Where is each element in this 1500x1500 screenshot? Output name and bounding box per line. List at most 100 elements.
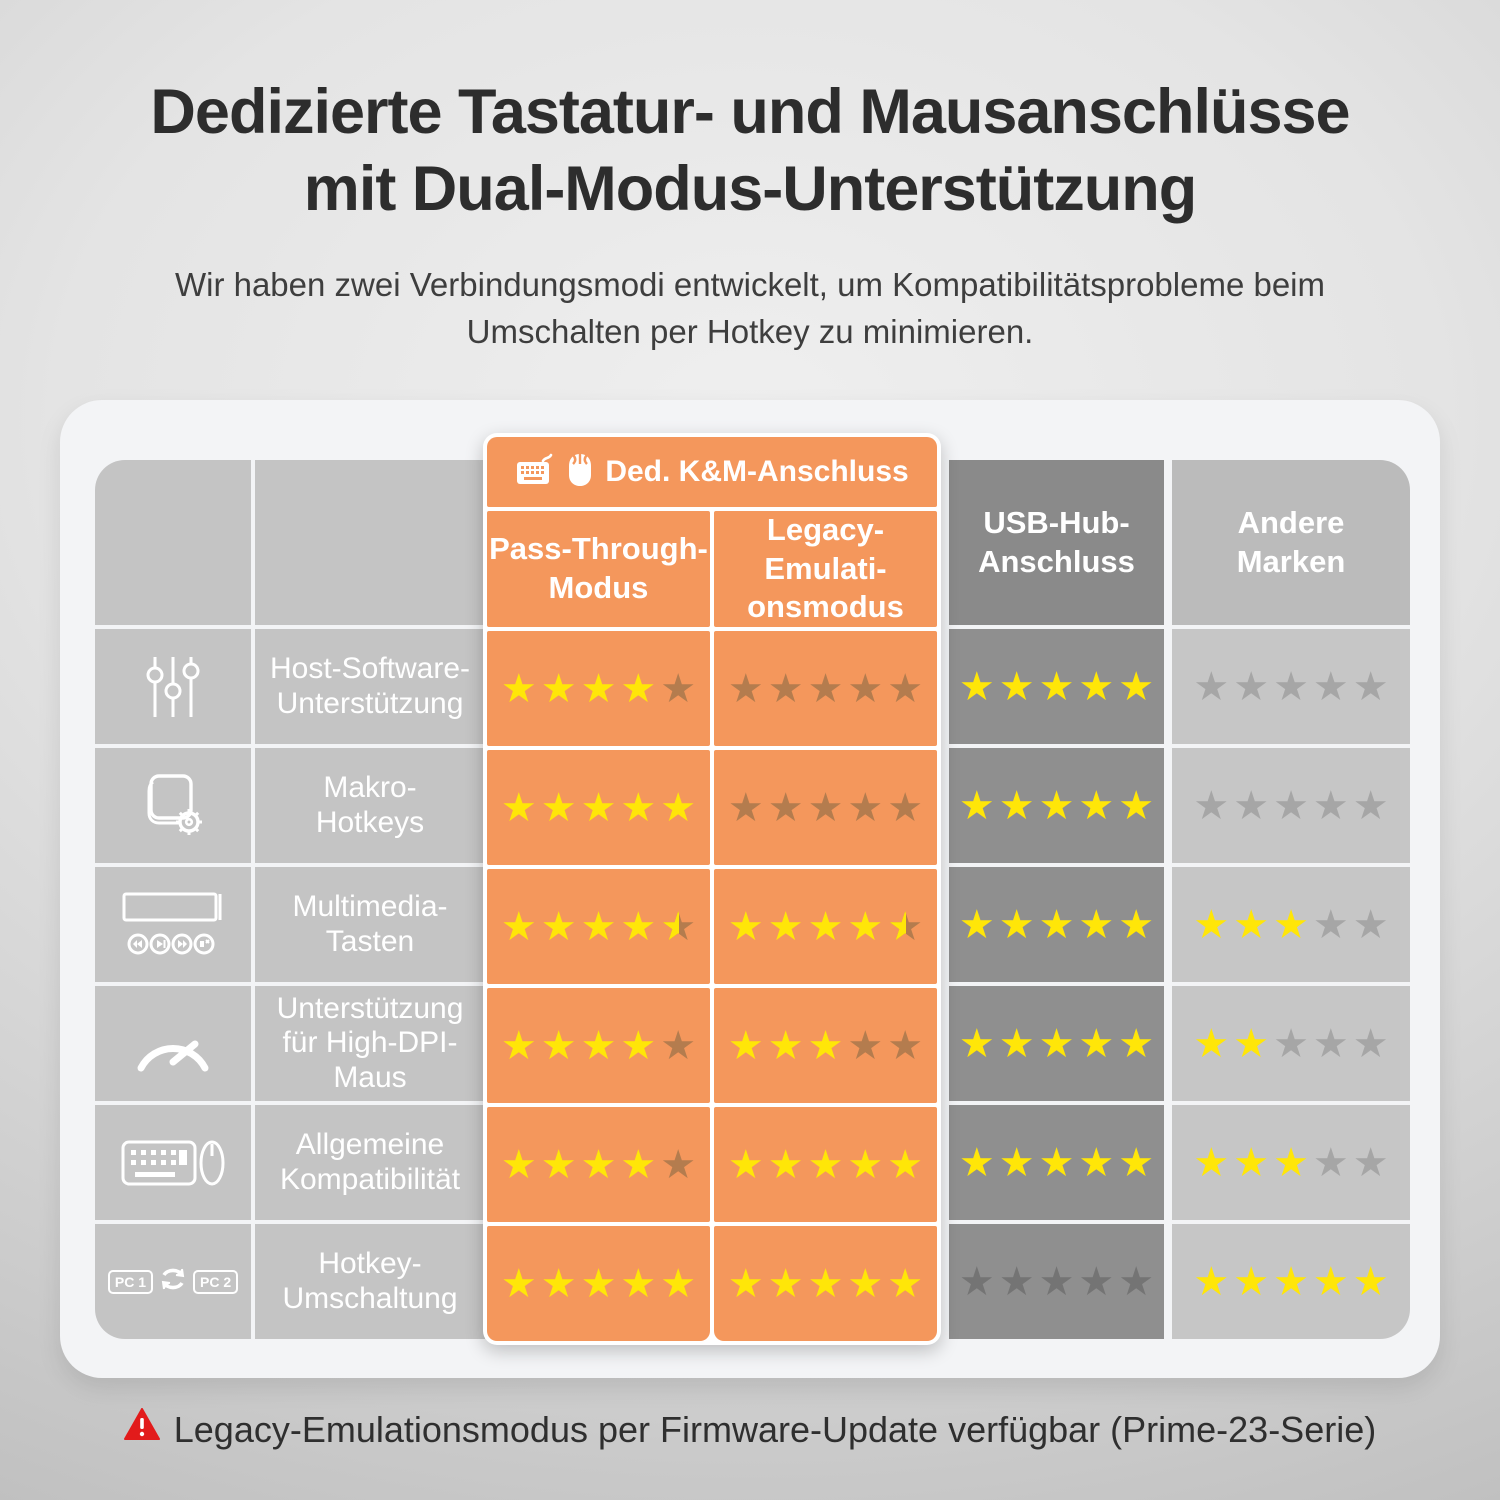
star-filled-icon: ★ — [660, 1260, 697, 1307]
km-rating-row: ★ ★ ★ ★ ★ ★ ★ ★ ★ ★ ★ ★ — [487, 869, 937, 984]
star-rating: ★ ★ ★ ★ ★ — [726, 1145, 925, 1185]
star-rating: ★ ★ ★ ★ ★ — [1191, 1024, 1390, 1064]
star-filled-icon: ★ — [620, 1022, 657, 1069]
empty-header-cell — [255, 460, 485, 625]
star-empty-icon: ★ — [1312, 782, 1349, 829]
speed-gauge-icon — [95, 986, 251, 1101]
star-rating: ★ ★ ★ ★ ★ — [1191, 786, 1390, 826]
rating-cell-legacy: ★ ★ ★ ★ ★ — [714, 631, 937, 746]
star-filled-icon: ★ — [998, 1139, 1035, 1186]
star-filled-icon: ★ — [1233, 1258, 1270, 1305]
star-filled-icon: ★ — [1352, 1258, 1389, 1305]
feature-label: Makro- Hotkeys — [315, 771, 425, 839]
star-empty-icon: ★ — [998, 1258, 1035, 1305]
star-empty-icon: ★ — [887, 784, 924, 831]
star-rating: ★ ★ ★ ★ ★ — [499, 1264, 698, 1304]
star-filled-icon: ★ — [1193, 1258, 1230, 1305]
star-filled-icon: ★ — [500, 1260, 537, 1307]
star-empty-icon: ★ — [1233, 782, 1270, 829]
star-empty-icon: ★ — [1193, 782, 1230, 829]
star-filled-icon: ★ — [540, 1141, 577, 1188]
star-filled-icon: ★ — [580, 784, 617, 831]
rating-cell-andere: ★ ★ ★ ★ ★ — [1172, 1224, 1410, 1339]
star-empty-icon: ★ — [1352, 901, 1389, 948]
star-filled-icon: ★ — [620, 784, 657, 831]
star-filled-icon: ★ — [958, 782, 995, 829]
star-half-icon: ★ ★ — [887, 903, 924, 950]
rating-cell-legacy: ★ ★ ★ ★ ★ — [714, 1226, 937, 1341]
feature-label: Host-Software- Unterstützung — [269, 652, 471, 720]
star-filled-icon: ★ — [500, 665, 537, 712]
km-subheaders: Pass-Through- Modus Legacy- Emulati- ons… — [487, 511, 937, 627]
km-group-header-label: Ded. K&M-Anschluss — [605, 455, 909, 489]
star-filled-icon: ★ — [1233, 1020, 1270, 1067]
feature-label-cell: Allgemeine Kompatibilität — [255, 1105, 485, 1220]
star-empty-icon: ★ — [767, 665, 804, 712]
star-filled-icon: ★ — [847, 903, 884, 950]
star-filled-icon: ★ — [958, 1020, 995, 1067]
star-rating: ★ ★ ★ ★ ★ — [726, 669, 925, 709]
sliders-icon — [95, 629, 251, 744]
star-filled-icon: ★ — [1312, 1258, 1349, 1305]
star-empty-icon: ★ — [727, 784, 764, 831]
star-empty-icon: ★ — [847, 784, 884, 831]
star-rating: ★ ★ ★ ★ ★ — [1191, 905, 1390, 945]
star-empty-icon: ★ — [847, 1022, 884, 1069]
star-filled-icon: ★ — [998, 782, 1035, 829]
star-rating: ★ ★ ★ ★ ★ — [957, 1262, 1156, 1302]
rating-cell-pass: ★ ★ ★ ★ ★ — [487, 1226, 710, 1341]
pass-through-header: Pass-Through- Modus — [487, 511, 710, 627]
km-rating-row: ★ ★ ★ ★ ★ ★ ★ ★ ★ ★ — [487, 1226, 937, 1341]
star-empty-icon: ★ — [1273, 663, 1309, 710]
star-filled-icon: ★ — [540, 784, 577, 831]
star-filled-icon: ★ — [887, 1141, 924, 1188]
feature-label: Hotkey- Umschaltung — [282, 1247, 458, 1315]
rating-cell-usb: ★ ★ ★ ★ ★ — [949, 1224, 1164, 1339]
star-filled-icon: ★ — [727, 1260, 764, 1307]
rating-cell-usb: ★ ★ ★ ★ ★ — [949, 1105, 1164, 1220]
star-rating: ★ ★ ★ ★ ★ — [957, 786, 1156, 826]
star-rating: ★ ★ ★ ★ ★ — [957, 905, 1156, 945]
star-filled-icon: ★ — [1233, 1139, 1270, 1186]
star-empty-icon: ★ — [1352, 663, 1389, 710]
star-filled-icon: ★ — [1038, 1139, 1075, 1186]
rating-cell-andere: ★ ★ ★ ★ ★ — [1172, 867, 1410, 982]
star-filled-icon: ★ — [1233, 901, 1270, 948]
rating-cell-legacy: ★ ★ ★ ★ ★ — [714, 988, 937, 1103]
star-empty-icon: ★ — [660, 665, 697, 712]
column-feature-labels: Host-Software- Unterstützung Makro- Hotke… — [255, 460, 485, 1339]
star-filled-icon: ★ — [500, 903, 537, 950]
page-subtitle: Wir haben zwei Verbindungsmodi entwickel… — [174, 266, 1326, 350]
star-filled-icon: ★ — [1193, 1020, 1230, 1067]
rating-cell-pass: ★ ★ ★ ★ ★ — [487, 988, 710, 1103]
star-rating: ★ ★ ★ ★ ★ — [499, 1145, 698, 1185]
star-filled-icon: ★ — [620, 1141, 657, 1188]
star-filled-icon: ★ — [580, 1022, 617, 1069]
column-other-brands: Andere Marken ★ ★ ★ ★ ★ ★ ★ ★ ★ ★ ★ ★ ★ ★ ★ ★ ★ ★ ★ ★ ★ ★ ★ ★ ★ ★… — [1172, 460, 1410, 1339]
keyboard-icon — [515, 453, 555, 492]
usb-hub-header-label: USB-Hub- Anschluss — [978, 504, 1135, 579]
star-empty-icon: ★ — [1078, 1258, 1115, 1305]
warning-icon — [123, 1408, 160, 1451]
star-rating: ★ ★ ★ ★ ★ — [726, 1264, 925, 1304]
star-empty-icon: ★ — [1038, 1258, 1075, 1305]
pc1-box: PC 1 — [107, 1269, 153, 1294]
legacy-emulation-header: Legacy- Emulati- onsmodus — [714, 511, 937, 627]
star-filled-icon: ★ — [727, 1022, 764, 1069]
star-empty-icon: ★ — [767, 784, 804, 831]
star-filled-icon: ★ — [767, 1141, 804, 1188]
star-filled-icon: ★ — [998, 663, 1035, 710]
page-title: Dedizierte Tastatur- und Mausanschlüsse … — [150, 77, 1350, 224]
pc-switch-icon: PC 1 PC 2 — [95, 1224, 251, 1339]
star-rating: ★ ★ ★ ★ ★ — [1191, 667, 1390, 707]
star-filled-icon: ★ — [958, 663, 995, 710]
star-filled-icon: ★ — [847, 1260, 884, 1307]
star-empty-icon: ★ — [1312, 1020, 1349, 1067]
rating-cell-andere: ★ ★ ★ ★ ★ — [1172, 629, 1410, 744]
star-rating: ★ ★ ★ ★ ★ — [957, 667, 1156, 707]
star-empty-icon: ★ — [1312, 1139, 1349, 1186]
feature-label-cell: Hotkey- Umschaltung — [255, 1224, 485, 1339]
rating-cell-pass: ★ ★ ★ ★ ★ — [487, 1107, 710, 1222]
star-filled-icon: ★ — [580, 1141, 617, 1188]
rating-cell-usb: ★ ★ ★ ★ ★ — [949, 629, 1164, 744]
